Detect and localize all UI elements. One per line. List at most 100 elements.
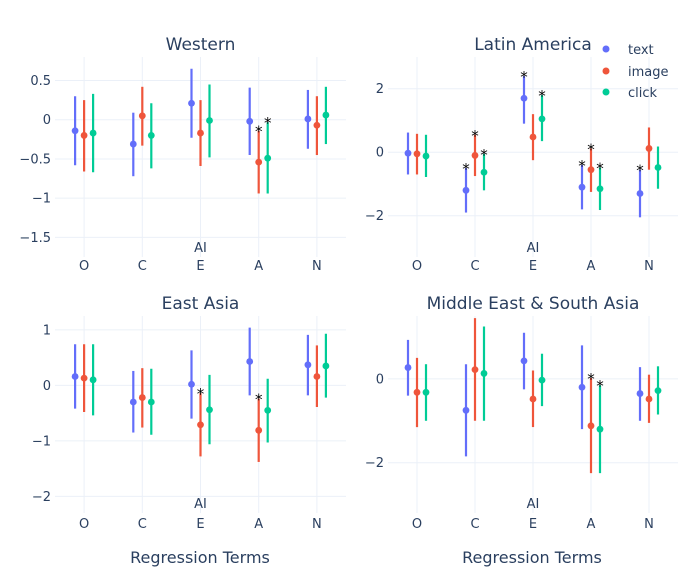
y-tick-label: −1.5 bbox=[19, 231, 51, 246]
point-click-A[interactable] bbox=[264, 154, 272, 162]
significance-star: * bbox=[197, 385, 205, 403]
x-tick-label: N bbox=[312, 259, 322, 274]
point-text-C[interactable] bbox=[462, 406, 470, 414]
point-text-N[interactable] bbox=[636, 190, 644, 197]
point-image-O[interactable] bbox=[413, 388, 421, 396]
x-tick-label: A bbox=[254, 517, 263, 532]
point-click-N[interactable] bbox=[322, 362, 330, 370]
point-text-N[interactable] bbox=[304, 361, 312, 369]
point-click-C[interactable] bbox=[147, 398, 155, 406]
point-click-O[interactable] bbox=[422, 388, 430, 396]
point-text-A[interactable] bbox=[578, 383, 586, 391]
point-image-C[interactable] bbox=[471, 366, 479, 374]
point-text-C[interactable] bbox=[129, 140, 137, 148]
point-image-O[interactable] bbox=[413, 150, 421, 158]
x-tick-label: C bbox=[470, 517, 479, 532]
panel-title: East Asia bbox=[162, 294, 240, 314]
y-tick-label: −1 bbox=[32, 192, 51, 207]
y-tick-label: −2 bbox=[365, 209, 384, 224]
point-image-O[interactable] bbox=[80, 132, 88, 139]
legend-label-text: text bbox=[628, 43, 654, 58]
point-click-E[interactable] bbox=[206, 117, 213, 124]
significance-star: * bbox=[538, 87, 546, 105]
point-image-C[interactable] bbox=[471, 152, 479, 159]
y-tick-label: 0 bbox=[376, 372, 384, 387]
point-click-O[interactable] bbox=[89, 129, 97, 137]
x-tick-label: O bbox=[79, 517, 89, 532]
significance-star: * bbox=[520, 68, 528, 86]
point-image-E[interactable] bbox=[197, 421, 204, 429]
point-text-N[interactable] bbox=[636, 390, 644, 397]
point-text-E[interactable] bbox=[520, 357, 528, 365]
legend-label-click: click bbox=[628, 86, 658, 101]
legend[interactable]: text image click bbox=[602, 43, 669, 101]
point-click-A[interactable] bbox=[596, 185, 604, 193]
point-click-C[interactable] bbox=[147, 132, 155, 139]
significance-star: * bbox=[587, 140, 595, 158]
point-click-E[interactable] bbox=[538, 376, 546, 384]
point-click-C[interactable] bbox=[480, 168, 488, 176]
point-click-N[interactable] bbox=[322, 111, 330, 119]
point-image-E[interactable] bbox=[197, 129, 204, 137]
point-image-E[interactable] bbox=[529, 133, 537, 141]
x-tick-label: O bbox=[412, 259, 422, 274]
point-text-C[interactable] bbox=[462, 186, 470, 194]
point-image-A[interactable] bbox=[255, 426, 263, 434]
point-text-E[interactable] bbox=[188, 99, 195, 107]
significance-star: * bbox=[480, 146, 488, 164]
point-text-C[interactable] bbox=[129, 398, 137, 406]
point-image-O[interactable] bbox=[80, 374, 88, 382]
point-click-O[interactable] bbox=[422, 152, 430, 160]
point-image-N[interactable] bbox=[313, 373, 321, 380]
point-text-E[interactable] bbox=[188, 380, 195, 388]
x-tick-label: A bbox=[587, 517, 596, 532]
point-image-C[interactable] bbox=[138, 394, 146, 401]
x-axis-title-right: Regression Terms bbox=[462, 548, 602, 567]
significance-star: * bbox=[255, 391, 263, 409]
point-text-E[interactable] bbox=[520, 94, 528, 102]
point-text-A[interactable] bbox=[578, 183, 586, 191]
point-text-A[interactable] bbox=[246, 117, 254, 125]
point-image-C[interactable] bbox=[138, 112, 146, 120]
category-group-label: AI bbox=[194, 497, 207, 512]
point-text-N[interactable] bbox=[304, 115, 312, 123]
point-image-N[interactable] bbox=[313, 121, 321, 129]
point-text-A[interactable] bbox=[246, 358, 254, 365]
point-click-A[interactable] bbox=[596, 425, 604, 433]
x-tick-label: C bbox=[470, 259, 479, 274]
x-tick-label: N bbox=[644, 517, 654, 532]
point-image-E[interactable] bbox=[529, 395, 537, 403]
point-click-E[interactable] bbox=[206, 406, 213, 414]
point-image-A[interactable] bbox=[255, 158, 263, 166]
x-tick-label: C bbox=[138, 517, 147, 532]
point-image-N[interactable] bbox=[645, 145, 653, 152]
point-text-O[interactable] bbox=[404, 364, 412, 371]
category-group-label: AI bbox=[527, 241, 540, 256]
point-click-C[interactable] bbox=[480, 370, 488, 377]
significance-star: * bbox=[596, 377, 604, 395]
point-click-E[interactable] bbox=[538, 115, 546, 123]
significance-star: * bbox=[255, 123, 263, 141]
x-axis-title-left: Regression Terms bbox=[130, 548, 270, 567]
point-image-A[interactable] bbox=[587, 166, 595, 174]
panel-title: Latin America bbox=[474, 35, 592, 55]
y-tick-label: −0.5 bbox=[19, 152, 51, 167]
point-click-O[interactable] bbox=[89, 376, 97, 384]
y-tick-label: 0 bbox=[43, 379, 51, 394]
panel-title: Middle East & South Asia bbox=[427, 294, 640, 314]
x-tick-label: E bbox=[196, 517, 204, 532]
x-tick-label: E bbox=[529, 259, 537, 274]
point-image-A[interactable] bbox=[587, 422, 595, 430]
point-text-O[interactable] bbox=[404, 149, 412, 157]
significance-star: * bbox=[462, 160, 470, 178]
point-click-A[interactable] bbox=[264, 406, 272, 414]
point-click-N[interactable] bbox=[654, 387, 662, 395]
point-text-O[interactable] bbox=[71, 373, 79, 380]
x-tick-label: A bbox=[254, 259, 263, 274]
y-tick-label: −2 bbox=[365, 456, 384, 471]
point-text-O[interactable] bbox=[71, 127, 79, 135]
panel-2: East Asia 1 0 −1 −2 O C E A N AI * * bbox=[32, 294, 346, 532]
point-click-N[interactable] bbox=[654, 164, 662, 171]
point-image-N[interactable] bbox=[645, 395, 653, 403]
